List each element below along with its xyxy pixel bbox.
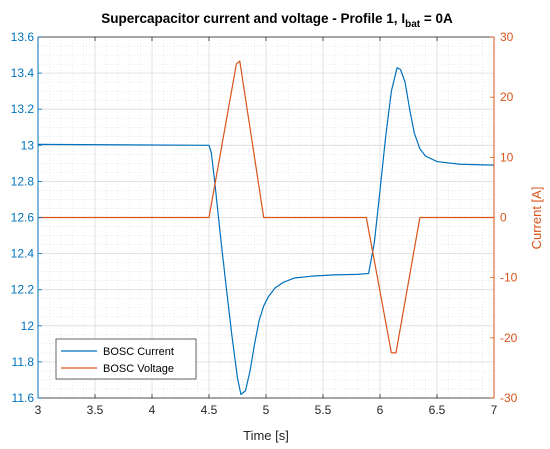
y-right-tick-label: 10 bbox=[500, 150, 514, 164]
y-right-tick-label: 0 bbox=[500, 211, 507, 225]
y-right-tick-label: 30 bbox=[500, 30, 514, 44]
series-line-bosc-current bbox=[37, 67, 495, 395]
legend-label-current: BOSC Current bbox=[103, 346, 174, 358]
x-tick-label: 7 bbox=[491, 403, 498, 417]
y-axis-right-label: Current [A] bbox=[529, 187, 544, 250]
y-left-tick-label: 12.8 bbox=[11, 174, 35, 188]
y-right-tick-label: -20 bbox=[500, 331, 518, 345]
y-left-tick-label: 13.6 bbox=[11, 30, 35, 44]
y-left-tick-label: 11.6 bbox=[12, 391, 35, 405]
x-tick-label: 6.5 bbox=[429, 403, 446, 417]
y-left-tick-label: 12 bbox=[21, 319, 35, 333]
legend: BOSC Current BOSC Voltage bbox=[55, 338, 197, 380]
series-layer bbox=[37, 60, 495, 395]
x-axis-label: Time [s] bbox=[243, 428, 289, 443]
y-left-tick-label: 12.2 bbox=[11, 283, 35, 297]
series-line-bosc-voltage bbox=[38, 60, 494, 354]
y-right-tick-label: 20 bbox=[500, 90, 514, 104]
y-left-tick-label: 11.8 bbox=[12, 355, 35, 369]
chart-title-main: Supercapacitor current and voltage - Pro… bbox=[101, 11, 401, 26]
x-tick-label: 3.5 bbox=[87, 403, 104, 417]
legend-box bbox=[55, 338, 197, 380]
legend-label-voltage: BOSC Voltage bbox=[103, 363, 174, 375]
y-right-tick-label: -10 bbox=[500, 271, 518, 285]
y-left-tick-label: 12.4 bbox=[11, 247, 35, 261]
x-tick-label: 4 bbox=[149, 403, 156, 417]
x-tick-label: 6 bbox=[377, 403, 384, 417]
y-left-tick-label: 13.4 bbox=[11, 66, 35, 80]
y-left-tick-label: 12.6 bbox=[11, 211, 35, 225]
y-right-tick-label: -30 bbox=[500, 391, 518, 405]
y-left-tick-label: 13 bbox=[21, 138, 35, 152]
chart-title-tail: = 0A bbox=[420, 11, 453, 26]
x-tick-label: 5.5 bbox=[315, 403, 332, 417]
chart-title: Supercapacitor current and voltage - Pro… bbox=[101, 11, 453, 30]
ticks-layer: 3 3.5 4 4.5 5 5.5 6 6.5 7 11.6 11.8 12 12.2 12.4 12.6 1… bbox=[11, 30, 518, 417]
x-tick-label: 4.5 bbox=[201, 403, 218, 417]
chart-title-var: I bbox=[401, 11, 405, 26]
chart-title-sub: bat bbox=[405, 19, 421, 30]
x-tick-label: 3 bbox=[35, 403, 42, 417]
x-tick-label: 5 bbox=[263, 403, 270, 417]
y-left-tick-label: 13.2 bbox=[11, 102, 35, 116]
